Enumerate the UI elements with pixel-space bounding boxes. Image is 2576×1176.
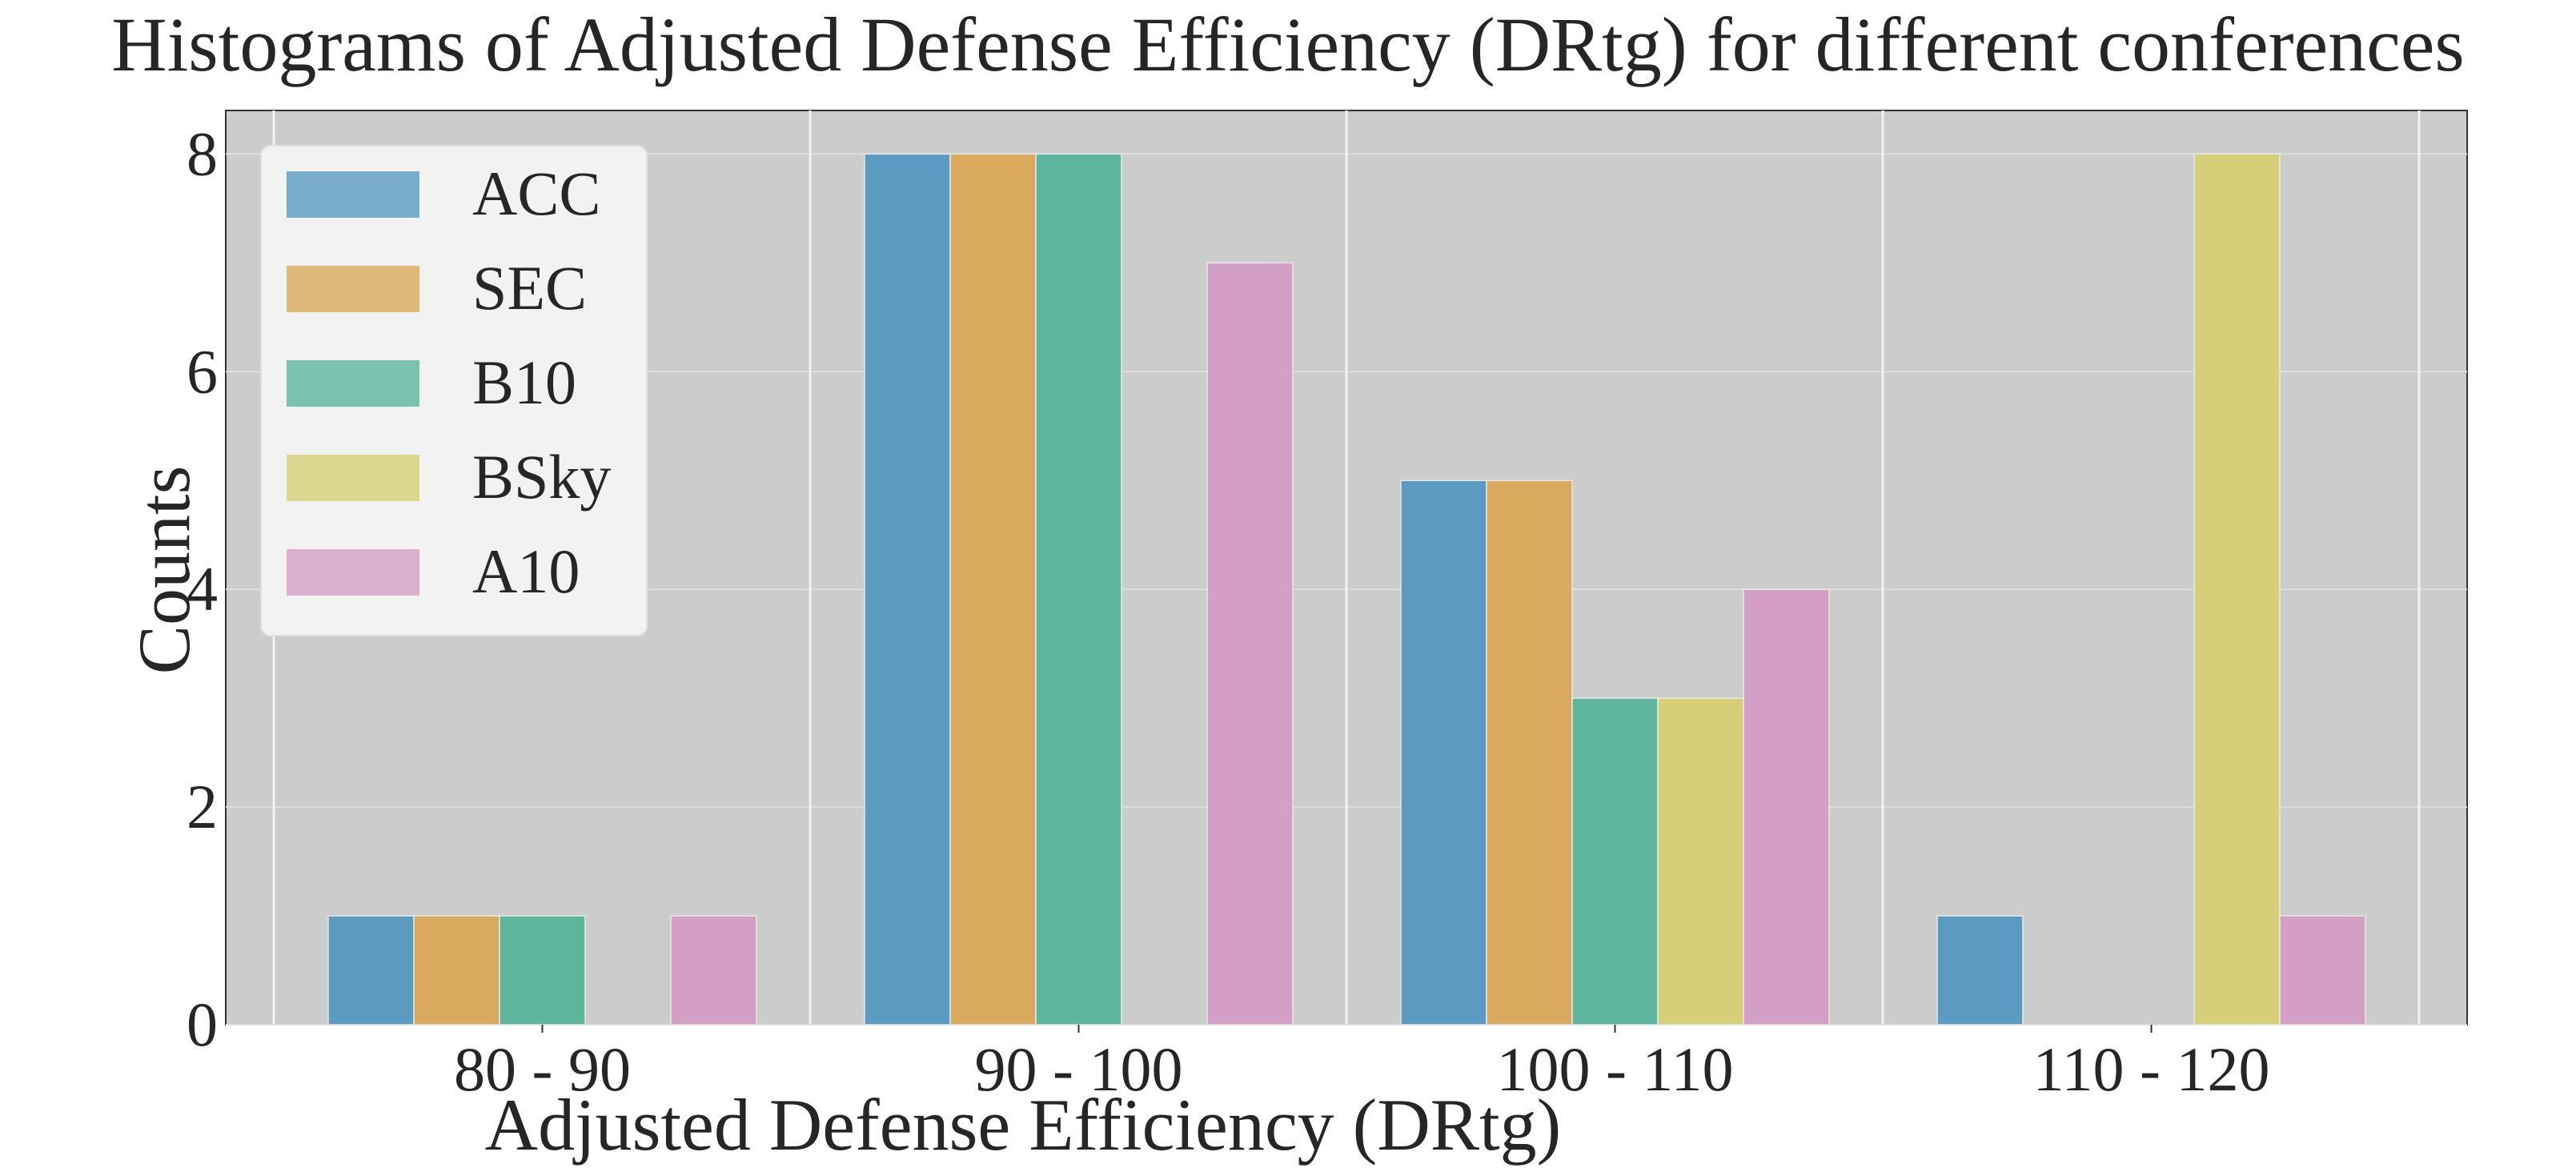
bar-acc-2 — [1400, 480, 1487, 1025]
legend-swatch-sec — [287, 266, 419, 312]
bar-a10-3 — [2279, 915, 2366, 1025]
bar-b10-1 — [1035, 153, 1122, 1025]
bar-acc-1 — [864, 153, 951, 1025]
legend-swatch-b10 — [287, 360, 419, 407]
x-tick-label: 90 - 100 — [975, 1034, 1183, 1104]
bar-a10-2 — [1743, 588, 1830, 1025]
bar-a10-0 — [670, 915, 757, 1025]
y-tick-label: 2 — [187, 772, 218, 841]
bar-bsky-3 — [2193, 153, 2281, 1025]
legend-swatch-acc — [287, 171, 419, 218]
legend-label-a10: A10 — [472, 536, 580, 606]
bar-acc-0 — [327, 915, 415, 1025]
y-axis-ticks: 0 2 4 6 8 — [187, 118, 218, 1059]
x-axis-ticks: 80 - 90 90 - 100 100 - 110 110 - 120 — [454, 1025, 2270, 1104]
bar-sec-0 — [413, 915, 500, 1025]
legend-label-acc: ACC — [472, 159, 600, 228]
x-tick-label: 80 - 90 — [454, 1034, 631, 1104]
bar-sec-2 — [1486, 480, 1573, 1025]
x-tick-label: 110 - 120 — [2032, 1034, 2269, 1104]
bar-b10-2 — [1571, 697, 1659, 1025]
bar-a10-1 — [1206, 262, 1294, 1025]
legend-label-sec: SEC — [472, 253, 587, 323]
legend-label-bsky: BSky — [472, 442, 611, 512]
x-axis-label: Adjusted Defense Efficiency (DRtg) — [485, 1084, 1562, 1166]
y-tick-label: 8 — [187, 118, 218, 188]
y-tick-label: 6 — [187, 336, 218, 406]
bar-b10-0 — [499, 915, 586, 1025]
bars-group — [327, 153, 2366, 1025]
y-tick-label: 4 — [187, 554, 218, 624]
legend-swatch-a10 — [287, 549, 419, 596]
y-tick-label: 0 — [187, 989, 218, 1059]
grid-lines — [226, 110, 2467, 1025]
y-axis-label: Counts — [123, 466, 205, 675]
bar-sec-1 — [949, 153, 1037, 1025]
legend-swatch-bsky — [287, 455, 419, 501]
x-tick-label: 100 - 110 — [1496, 1034, 1733, 1104]
bar-bsky-2 — [1657, 697, 1744, 1025]
legend-label-b10: B10 — [472, 347, 576, 417]
chart-title: Histograms of Adjusted Defense Efficienc… — [111, 2, 2464, 87]
bar-acc-3 — [1936, 915, 2024, 1025]
legend: ACC SEC B10 BSky A10 — [260, 145, 648, 636]
